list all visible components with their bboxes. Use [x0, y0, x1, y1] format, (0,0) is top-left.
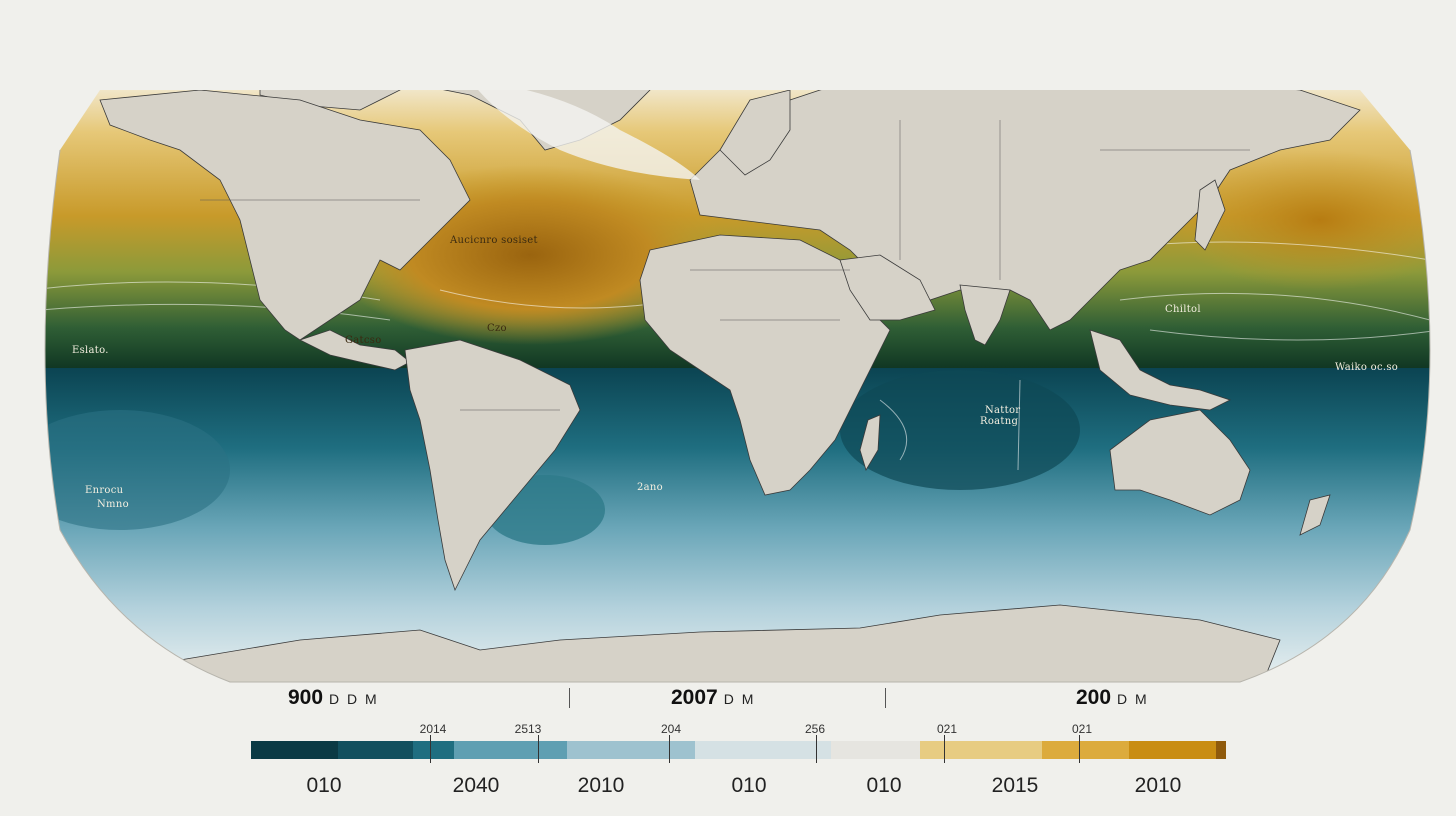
land-eurasia	[689, 90, 1361, 331]
map-label: Enrocu	[85, 485, 124, 496]
legend-swatch	[338, 741, 414, 759]
legend-swatch	[251, 741, 339, 759]
map-label: Roatng	[980, 416, 1018, 427]
map-label: Gatcso	[345, 335, 382, 346]
header-divider	[885, 688, 886, 708]
map-outline	[44, 149, 1431, 683]
legend-lower-label: 010	[731, 774, 767, 797]
legend-swatch	[920, 741, 1042, 759]
legend-swatch	[1128, 741, 1217, 759]
color-legend	[251, 741, 1226, 759]
legend-upper-label: 021	[1071, 722, 1093, 736]
legend-tick	[430, 735, 431, 763]
header-right: 200 D M	[1076, 686, 1149, 710]
legend-lower-label: 2010	[577, 774, 625, 797]
legend-tick	[538, 735, 539, 763]
country-borders	[200, 120, 1250, 411]
land-australia	[1109, 409, 1251, 516]
legend-tick	[816, 735, 817, 763]
legend-tick	[944, 735, 945, 763]
map-label: Aucicnro sosiset	[449, 235, 538, 246]
header-divider	[569, 688, 570, 708]
scale-header: 900 D D M 2007 D M 200 D M	[0, 686, 1456, 714]
map-label: Nattor	[985, 405, 1020, 416]
legend-swatch	[830, 741, 921, 759]
legend-upper-label: 2014	[419, 722, 447, 736]
legend-upper-label: 2513	[514, 722, 542, 736]
legend-lower-label: 2010	[1134, 774, 1182, 797]
land-southeast-asia	[1089, 329, 1232, 411]
header-right-value: 200	[1076, 686, 1112, 709]
header-left-value: 900	[288, 686, 324, 709]
legend-lower-label: 010	[866, 774, 902, 797]
legend-swatch	[1041, 741, 1129, 759]
map-label: Eslato.	[72, 345, 109, 356]
land-scandinavia	[719, 90, 791, 176]
legend-lower-label: 010	[306, 774, 342, 797]
header-center-unit: D M	[723, 691, 756, 707]
legend-tick	[669, 735, 670, 763]
legend-swatch	[695, 741, 831, 759]
land-arabia	[839, 254, 936, 321]
north-atlantic-ice	[470, 90, 700, 180]
land-south-america	[404, 339, 581, 592]
legend-upper-label: 204	[660, 722, 682, 736]
legend-swatch	[413, 741, 455, 759]
map-label: 2ano	[637, 482, 663, 493]
legend-swatch	[454, 741, 567, 759]
land-new-zealand	[1299, 494, 1331, 536]
land-japan	[1194, 179, 1226, 251]
header-left: 900 D D M	[288, 686, 379, 710]
legend-upper-label: 021	[936, 722, 958, 736]
land-india	[959, 284, 1011, 346]
map-label: Czo	[487, 323, 507, 334]
legend-swatch	[1216, 741, 1226, 759]
legend-swatch	[566, 741, 696, 759]
legend-lower-label: 2015	[991, 774, 1039, 797]
map-label: Waiko oc.so	[1335, 362, 1398, 373]
land-madagascar	[859, 414, 881, 471]
land-north-america	[99, 90, 471, 341]
header-right-unit: D M	[1117, 691, 1149, 707]
legend-lower-label: 2040	[452, 774, 500, 797]
south-pacific-patch	[45, 410, 230, 530]
world-map: Aucicnro sosiset Eslato. Gatcso Czo Chil…	[44, 90, 1431, 683]
header-center-value: 2007	[671, 686, 718, 709]
legend-tick	[1079, 735, 1080, 763]
legend-upper-label: 256	[804, 722, 826, 736]
map-label: Chiltol	[1165, 304, 1201, 315]
header-left-unit: D D M	[329, 691, 379, 707]
map-label: Nmno	[97, 499, 129, 510]
header-center: 2007 D M	[671, 686, 755, 710]
